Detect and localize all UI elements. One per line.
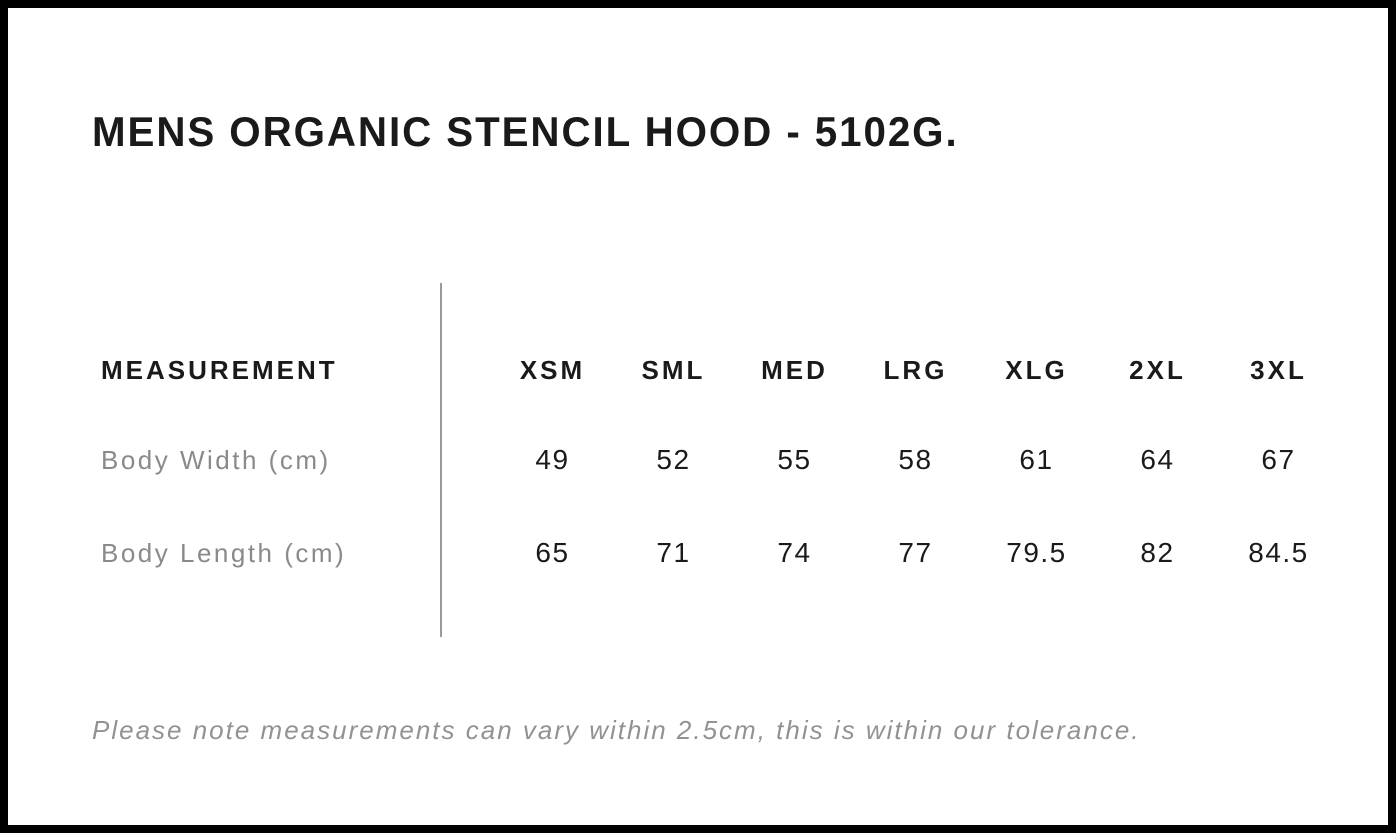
body-width-xlg: 61 — [1019, 444, 1054, 475]
column-header-sml: SML — [641, 354, 706, 385]
column-header-xsm: XSM — [519, 354, 586, 385]
column-header-lrg: LRG — [883, 354, 948, 385]
body-length-xsm: 65 — [535, 537, 570, 568]
table-header-row: MEASUREMENT XSM SML MED LRG XLG 2XL 3XL — [92, 346, 1339, 394]
column-header-3xl: 3XL — [1250, 354, 1307, 385]
table-row-body-width: Body Width (cm) 49 52 55 58 61 64 67 — [92, 436, 1339, 484]
body-length-lrg: 77 — [898, 537, 933, 568]
body-width-med: 55 — [777, 444, 812, 475]
table-row-body-length: Body Length (cm) 65 71 74 77 79.5 82 84.… — [92, 529, 1339, 577]
column-header-2xl: 2XL — [1129, 354, 1186, 385]
row-label-body-width: Body Width (cm) — [101, 444, 331, 475]
row-label-body-length: Body Length (cm) — [101, 537, 347, 568]
body-length-xlg: 79.5 — [1006, 537, 1067, 568]
page-title: MENS ORGANIC STENCIL HOOD - 5102G. — [92, 108, 959, 155]
body-length-med: 74 — [777, 537, 812, 568]
body-width-2xl: 64 — [1140, 444, 1175, 475]
column-header-xlg: XLG — [1005, 354, 1068, 385]
body-length-3xl: 84.5 — [1248, 537, 1309, 568]
column-header-med: MED — [761, 354, 828, 385]
body-width-xsm: 49 — [535, 444, 570, 475]
body-width-3xl: 67 — [1261, 444, 1296, 475]
body-width-sml: 52 — [656, 444, 691, 475]
body-length-2xl: 82 — [1140, 537, 1175, 568]
body-width-lrg: 58 — [898, 444, 933, 475]
column-header-measurement: MEASUREMENT — [101, 354, 338, 385]
tolerance-note: Please note measurements can vary within… — [92, 715, 1141, 745]
body-length-sml: 71 — [656, 537, 691, 568]
table-divider-line — [440, 283, 442, 637]
